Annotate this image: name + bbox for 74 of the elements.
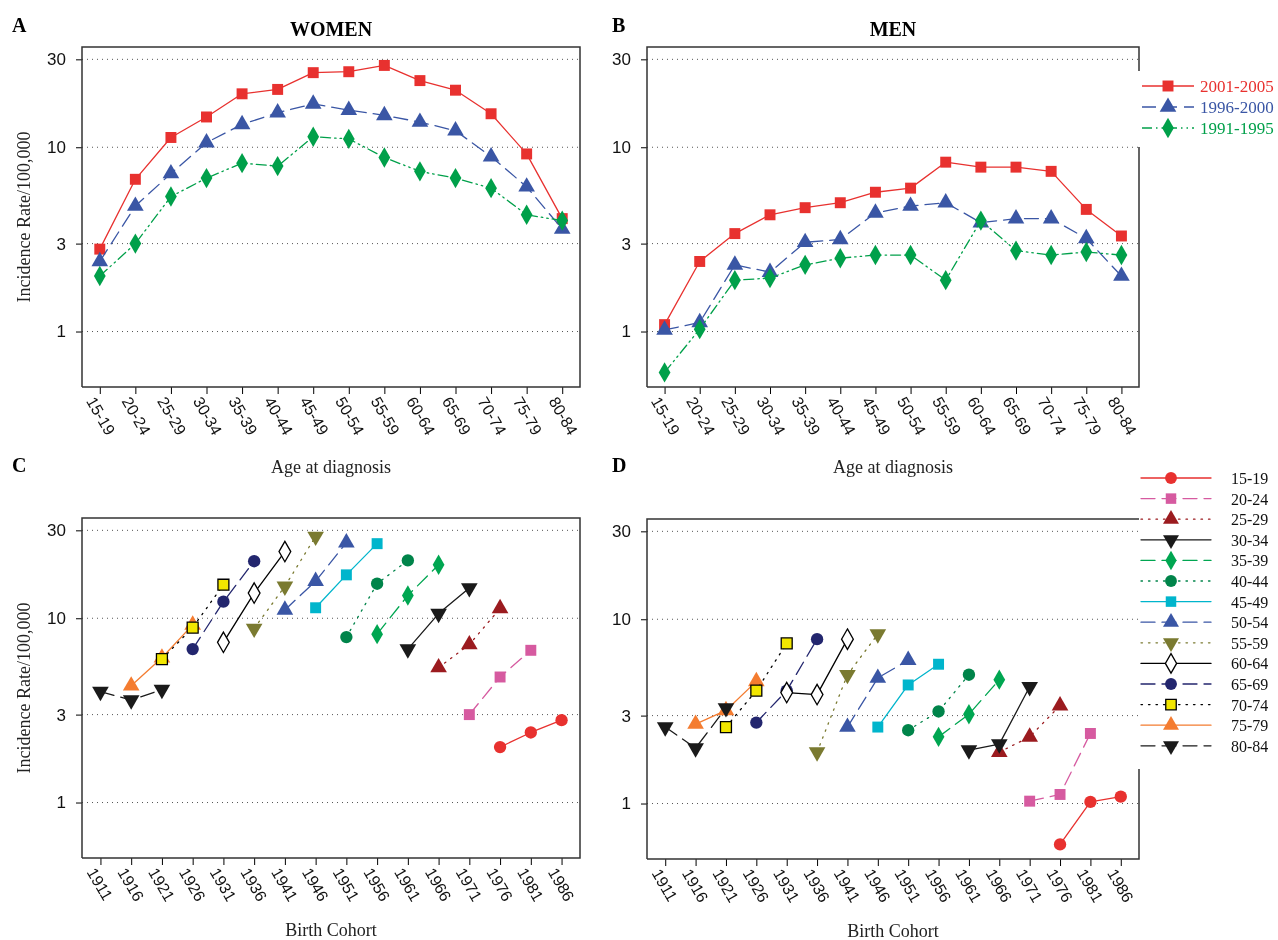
- point: [905, 182, 917, 194]
- point: [834, 197, 846, 209]
- point: [729, 228, 741, 240]
- legend-label: 2001-2005: [1200, 77, 1274, 96]
- legend-label: 40-44: [1231, 573, 1269, 590]
- point: [1007, 209, 1025, 224]
- point: [799, 202, 811, 214]
- point: [937, 193, 955, 208]
- y-axis-title: Incidence Rate/100,000: [14, 602, 34, 774]
- legend-label: 15-19: [1231, 470, 1269, 487]
- legend-label: 25-29: [1231, 511, 1269, 529]
- y-tick-label: 1: [56, 322, 66, 342]
- legend-label: 30-34: [1231, 531, 1269, 549]
- legend-label: 70-74: [1231, 696, 1269, 714]
- point: [1045, 165, 1057, 177]
- y-tick-label: 10: [612, 610, 631, 630]
- text: B: [612, 14, 626, 36]
- y-tick-label: 3: [56, 705, 66, 725]
- legend-label: 60-64: [1231, 655, 1269, 673]
- point: [236, 88, 248, 100]
- point: [764, 209, 776, 221]
- legend-label: 80-84: [1231, 737, 1269, 755]
- y-tick-label: 30: [612, 522, 631, 542]
- point: [414, 75, 426, 87]
- text: A: [12, 14, 27, 36]
- point: [975, 161, 987, 173]
- x-axis-title: Birth Cohort: [847, 921, 939, 940]
- y-tick-label: 3: [621, 706, 631, 726]
- legend-label: 65-69: [1231, 676, 1269, 693]
- y-tick-label: 3: [621, 234, 631, 254]
- point: [694, 255, 706, 267]
- point: [940, 156, 952, 168]
- legend-label: 1996-2000: [1200, 98, 1274, 117]
- point: [378, 59, 390, 71]
- legend-label: 20-24: [1231, 490, 1269, 508]
- x-axis-title: Birth Cohort: [285, 920, 377, 940]
- text: D: [612, 454, 627, 476]
- legend-label: 50-54: [1231, 614, 1269, 632]
- y-tick-label: 10: [47, 609, 66, 629]
- chart-title: MEN: [869, 18, 917, 40]
- point: [129, 173, 141, 185]
- legend-label: 1991-1995: [1200, 119, 1274, 138]
- point: [1042, 209, 1060, 224]
- point: [521, 148, 533, 160]
- legend-label: 55-59: [1231, 634, 1269, 652]
- y-tick-label: 10: [612, 138, 631, 158]
- y-axis-title: Incidence Rate/100,000: [14, 131, 34, 303]
- point: [1010, 161, 1022, 173]
- x-axis-title: Age at diagnosis: [833, 457, 953, 477]
- y-tick-label: 10: [47, 138, 66, 158]
- point: [1080, 203, 1092, 215]
- y-tick-label: 30: [47, 521, 66, 541]
- point: [343, 66, 355, 78]
- chart-title: WOMEN: [289, 18, 373, 40]
- point: [1115, 230, 1127, 242]
- point: [307, 67, 319, 79]
- point: [201, 111, 212, 123]
- legend-label: 45-49: [1231, 593, 1269, 611]
- y-tick-label: 3: [56, 234, 66, 254]
- y-tick-label: 1: [621, 794, 631, 814]
- point: [272, 83, 284, 95]
- y-tick-label: 30: [47, 50, 66, 70]
- point: [485, 108, 497, 120]
- point: [869, 186, 881, 198]
- point: [450, 84, 461, 96]
- text: C: [12, 454, 27, 476]
- legend-label: 75-79: [1231, 717, 1269, 735]
- point: [94, 243, 106, 255]
- x-axis-title: Age at diagnosis: [271, 457, 391, 477]
- point: [165, 132, 177, 143]
- y-tick-label: 1: [56, 793, 66, 813]
- y-tick-label: 1: [621, 322, 631, 342]
- y-tick-label: 30: [612, 50, 631, 70]
- legend-label: 35-39: [1231, 552, 1269, 570]
